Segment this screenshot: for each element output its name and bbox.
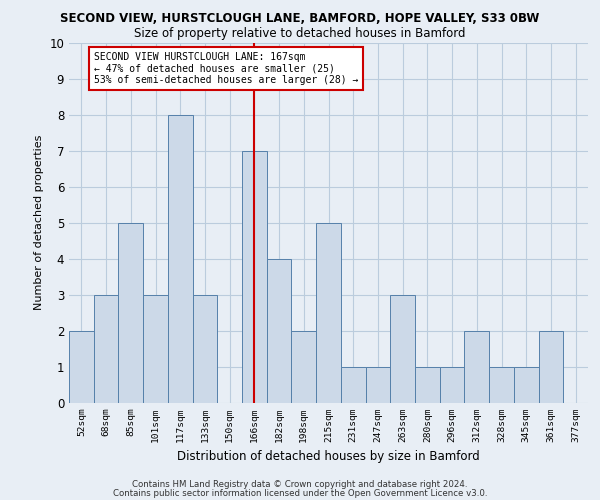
Bar: [440, 366, 464, 402]
Bar: [193, 294, 217, 403]
Text: SECOND VIEW, HURSTCLOUGH LANE, BAMFORD, HOPE VALLEY, S33 0BW: SECOND VIEW, HURSTCLOUGH LANE, BAMFORD, …: [61, 12, 539, 26]
Bar: [514, 366, 539, 402]
Bar: [267, 258, 292, 402]
Bar: [415, 366, 440, 402]
Text: SECOND VIEW HURSTCLOUGH LANE: 167sqm
← 47% of detached houses are smaller (25)
5: SECOND VIEW HURSTCLOUGH LANE: 167sqm ← 4…: [94, 52, 358, 84]
Text: Contains public sector information licensed under the Open Government Licence v3: Contains public sector information licen…: [113, 489, 487, 498]
Bar: [69, 330, 94, 402]
X-axis label: Distribution of detached houses by size in Bamford: Distribution of detached houses by size …: [177, 450, 480, 463]
Bar: [94, 294, 118, 403]
Bar: [118, 222, 143, 402]
Bar: [316, 222, 341, 402]
Bar: [341, 366, 365, 402]
Text: Size of property relative to detached houses in Bamford: Size of property relative to detached ho…: [134, 28, 466, 40]
Y-axis label: Number of detached properties: Number of detached properties: [34, 135, 44, 310]
Bar: [539, 330, 563, 402]
Bar: [143, 294, 168, 403]
Bar: [242, 150, 267, 402]
Bar: [464, 330, 489, 402]
Text: Contains HM Land Registry data © Crown copyright and database right 2024.: Contains HM Land Registry data © Crown c…: [132, 480, 468, 489]
Bar: [168, 114, 193, 403]
Bar: [365, 366, 390, 402]
Bar: [489, 366, 514, 402]
Bar: [390, 294, 415, 403]
Bar: [292, 330, 316, 402]
